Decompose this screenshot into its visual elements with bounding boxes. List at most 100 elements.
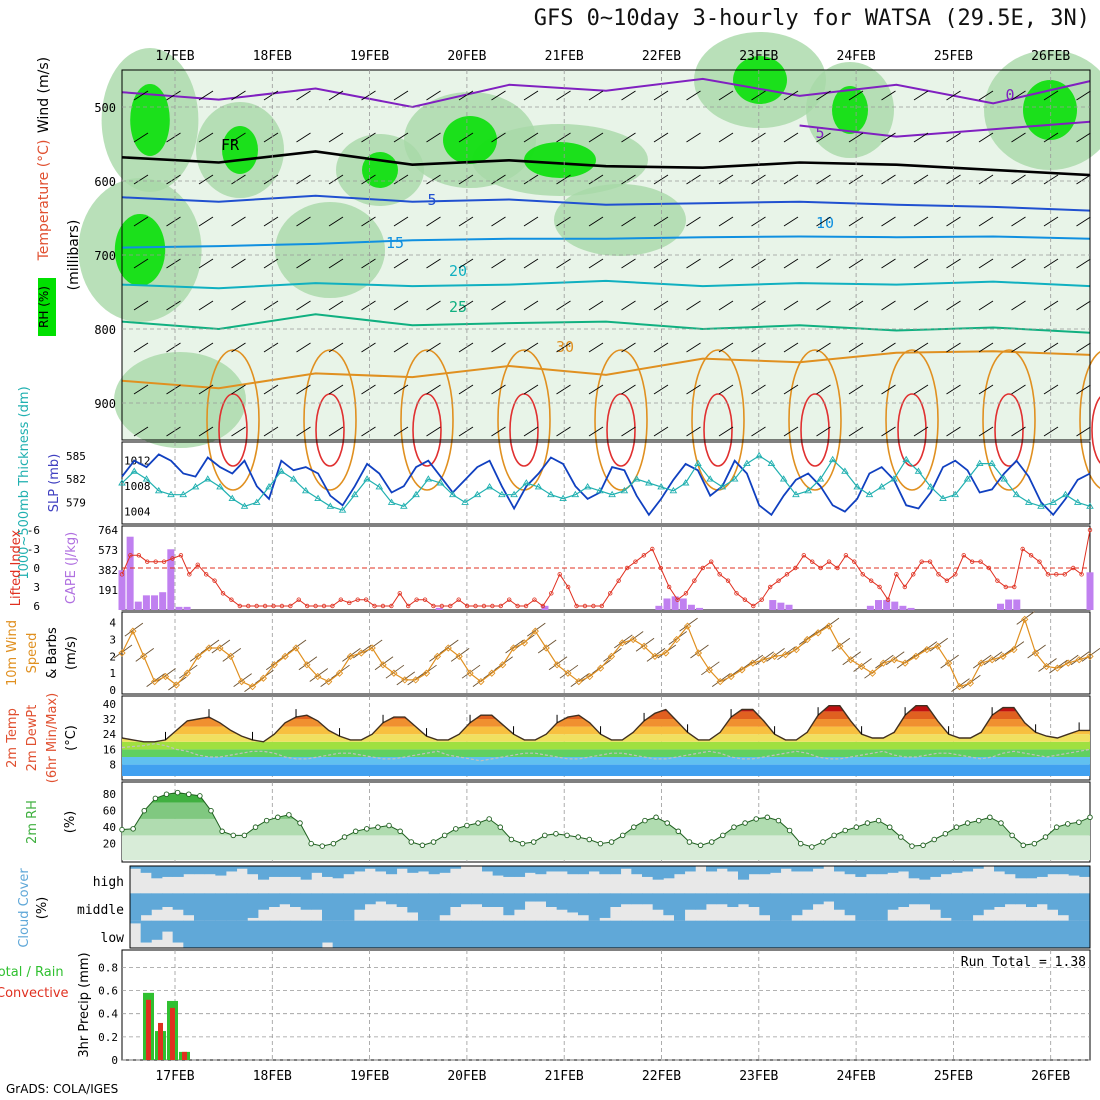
cape-bar [183,606,191,610]
cross-section-y-tick: 500 [94,101,116,115]
rh-point [464,822,470,829]
cape-label: CAPE (J/kg) [64,532,79,604]
day-label-top: 26FEB [1031,49,1070,64]
cloud-high-bar [535,866,547,875]
precip-convective-bar [170,1007,175,1060]
cross-section-wind-barb [393,300,409,311]
cross-section-ylabel: (millibars) [66,220,82,291]
cross-section-wind-barb [1076,426,1091,437]
cloud-low-bar [194,920,206,948]
cross-section-wind-barb [361,258,376,269]
cross-section-wind-barb [426,300,441,311]
day-label-top: 19FEB [350,49,389,64]
cross-section-wind-barb [686,384,701,395]
cloud-low-bar [1015,920,1027,948]
wind10m-point [150,677,159,686]
cross-section-wind-barb [426,342,441,353]
precip-convective-bar [146,999,151,1060]
cross-section-wind-barb [1011,132,1026,143]
wind10m-point [847,656,855,664]
cross-section-isotherm-30 [303,349,357,491]
cross-section-wind-barb [751,132,766,143]
cross-section-y-tick: 600 [94,175,116,189]
cross-section-wind-barb [783,216,799,227]
rh-point [953,824,960,830]
cross-section-wind-barb [588,216,604,227]
cross-section-wind-barb [1076,342,1091,353]
cross-section-wind-barb [816,300,831,311]
rh-point [608,839,615,845]
precip-ylabel: 3hr Precip (mm) [77,952,92,1057]
cloud-high-bar [716,866,728,869]
cross-section-wind-barb [166,216,181,227]
wind10m-point [194,652,202,661]
cross-section-wind-barb [913,132,929,143]
cross-section-wind-barb [816,90,831,101]
lifted-index-point [532,597,537,602]
cloud-middle-bar [663,893,675,916]
cross-section-wind-barb [653,342,669,353]
cloud-high-bar [866,866,878,875]
cloud-low-bar [940,920,952,948]
wind10m-point [1021,615,1029,624]
rh-point [297,820,303,826]
cross-section-contour-label: 15 [386,234,404,252]
lifted-index-point [565,584,571,590]
cloud-middle-bar [290,893,302,907]
cross-section-wind-barb [458,90,474,101]
cross-section-wind-barb [653,90,669,101]
lifted-index-point [431,603,436,609]
lifted-index-point [414,597,419,602]
lifted-index-point [220,591,226,596]
lifted-index-point [246,603,251,609]
lifted-index-point [1087,527,1093,533]
lifted-index-point [330,603,335,609]
cloud-low-bar [876,920,888,948]
cloud-low-bar [930,920,942,948]
cross-section-wind-barb [913,342,929,353]
cloud-label: Cloud Cover [17,868,32,948]
cross-section-isotherm-30 [400,349,454,491]
cloud-high-bar [759,866,771,875]
cloud-middle-bar [738,893,750,905]
rh-point [174,789,181,796]
slp-panel-frame [121,441,1091,525]
rh-point [619,832,626,839]
cross-section-wind-barb [393,174,409,185]
cloud-middle-bar [876,893,888,921]
lifted-index-line [121,529,1091,607]
cross-section-wind-barb [296,300,311,311]
cloud-high-label: high [93,875,124,890]
cloud-low-bar [610,920,622,948]
rh-band [122,835,1090,861]
cross-section-wind-barb [978,132,994,143]
cross-section-wind-barb [426,216,441,227]
wind10m-point [466,669,474,677]
cape-bar [126,536,134,610]
wind10m-point [673,635,681,644]
lifted-index-point [136,553,142,558]
cross-section-wind-barb [1043,342,1059,353]
cross-section-wind-barb [458,426,474,437]
slp-y-tick: 1004 [124,506,151,519]
lifted-index-point [835,565,840,571]
wind10m-point [346,652,355,661]
lifted-index-point [717,572,722,577]
rh-point [786,827,793,834]
cross-section-wind-barb [588,426,604,437]
cloud-low-bar [172,920,184,943]
lifted-index-y-tick: 6 [33,600,40,613]
rh-units-label: (%) [63,811,78,834]
cross-section-wind-barb [653,300,669,311]
cloud-high-bar [706,866,718,872]
rh-point [408,839,415,845]
cross-section-wind-barb [1043,216,1059,227]
wind10m-point [303,661,311,669]
lifted-index-point [751,603,756,609]
cross-section-wind-barb [881,300,896,311]
precip-convective-label: Convective [0,986,69,1001]
cloud-low-bar [439,920,451,948]
cloud-middle-bar [887,893,899,910]
cross-section-wind-barb [588,300,604,311]
thickness-point [583,483,592,490]
